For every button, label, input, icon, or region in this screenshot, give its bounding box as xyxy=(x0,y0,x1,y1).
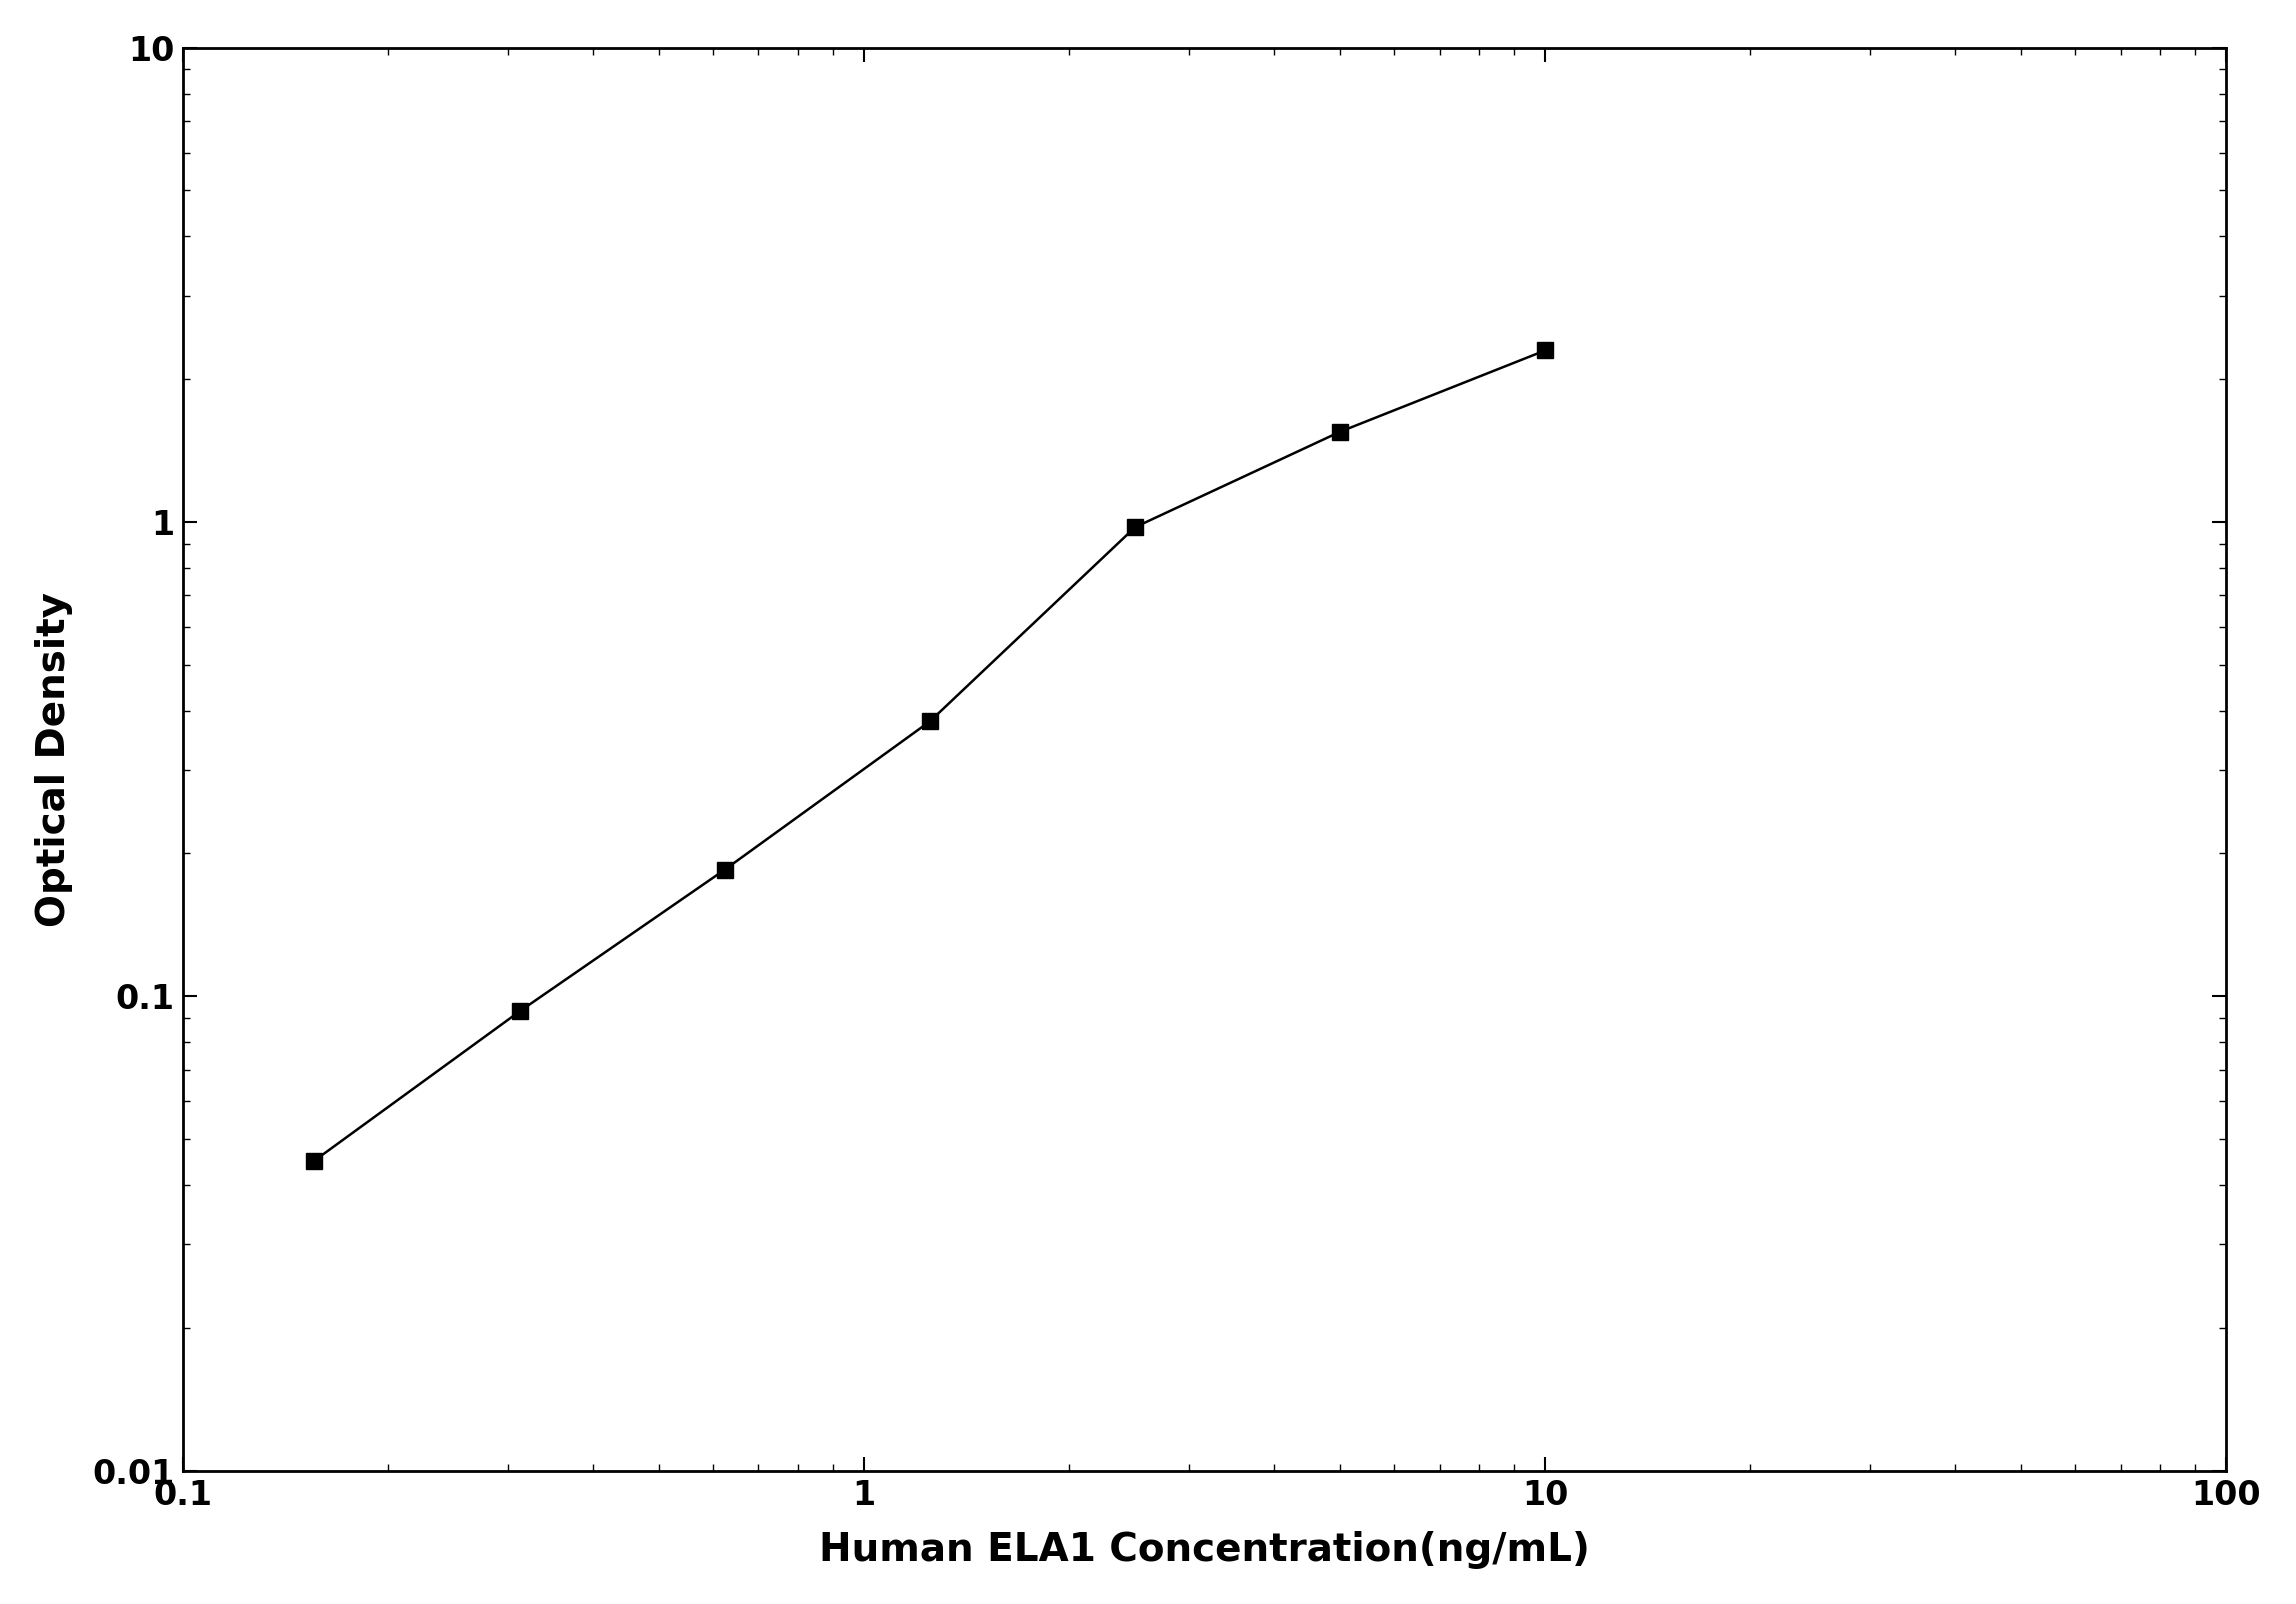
X-axis label: Human ELA1 Concentration(ng/mL): Human ELA1 Concentration(ng/mL) xyxy=(820,1532,1591,1569)
Y-axis label: Optical Density: Optical Density xyxy=(34,592,73,927)
